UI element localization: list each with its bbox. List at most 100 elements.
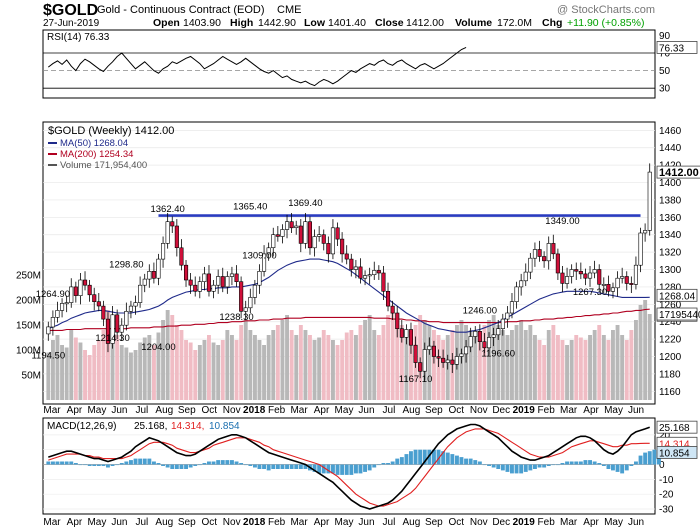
volume-bar <box>326 335 331 400</box>
macd-hist-bar <box>289 464 294 469</box>
macd-hist-bar <box>578 461 583 465</box>
header-date: 27-Jun-2019 <box>43 18 100 29</box>
macd-hist-bar <box>119 463 124 465</box>
volume-bar <box>87 355 92 400</box>
open-label: Open <box>153 17 180 29</box>
rsi-value-tag-box <box>656 41 698 54</box>
macd-tick--30: -30 <box>659 505 674 516</box>
x-tick-Dec: Dec <box>492 517 510 528</box>
volume-bar <box>280 320 285 400</box>
candle-body <box>486 337 492 349</box>
candle-body <box>399 328 404 338</box>
x-tick-Mar: Mar <box>43 405 61 416</box>
volume-bar <box>533 335 537 400</box>
price-tick-1440: 1440 <box>659 143 682 154</box>
candle-body <box>422 349 427 372</box>
candle-body <box>463 346 469 355</box>
rsi-tick-30: 30 <box>659 84 671 95</box>
open-value: 1403.90 <box>183 17 221 29</box>
macd-hist-bar <box>441 451 446 465</box>
volume-bar <box>257 340 262 400</box>
price-tag-1268.04-text: 1268.04 <box>659 291 696 302</box>
volume-value: 172.0M <box>497 17 532 29</box>
macd-hist-bar <box>588 460 592 465</box>
candle-body <box>459 353 464 357</box>
macd-hist-bar <box>165 464 170 468</box>
volume-bar <box>253 335 257 400</box>
volume-bar <box>491 315 496 400</box>
volume-bar <box>335 345 340 400</box>
volume-bar <box>523 330 528 400</box>
x-tick-Mar: Mar <box>290 405 308 416</box>
volume-bar <box>60 345 64 400</box>
macd-hist-bar <box>354 464 358 474</box>
candle-body <box>564 276 570 284</box>
candle-body <box>216 276 221 286</box>
candle-body <box>445 359 450 363</box>
volume-bar <box>340 340 345 400</box>
macd-hist-bar <box>601 464 606 466</box>
candle-body <box>321 234 326 244</box>
macd-hist-bar <box>464 458 468 465</box>
macd-hist-bar <box>422 449 427 465</box>
candle-body <box>294 225 299 229</box>
macd-hist-bar <box>542 464 547 468</box>
x-tick-Feb: Feb <box>268 517 286 528</box>
macd-hist-bar <box>193 464 198 466</box>
candle-body <box>395 312 400 329</box>
macd-hist-bar <box>179 464 184 469</box>
volume-tick-250M: 250M <box>16 271 41 282</box>
macd-hist-bar <box>367 464 372 471</box>
candle-body <box>266 247 271 255</box>
volume-bar <box>207 335 211 400</box>
macd-hist-bar <box>262 464 266 469</box>
macd-hist-bar <box>92 464 97 466</box>
volume-bar <box>101 330 106 400</box>
volume-bar <box>643 300 648 400</box>
candle-body <box>174 225 179 249</box>
candle-body <box>431 345 437 357</box>
volume-bar <box>331 340 335 400</box>
macd-hist-bar <box>83 464 87 466</box>
volume-bar <box>138 342 143 400</box>
volume-bar <box>344 332 349 400</box>
volume-bar <box>184 340 188 400</box>
low-label: Low <box>304 17 326 29</box>
candle-body <box>289 221 294 229</box>
macd-hist-bar <box>321 464 326 474</box>
macd-hist-bar <box>551 464 556 466</box>
candle-body <box>317 234 322 237</box>
macd-hist-bar <box>565 461 569 465</box>
candle-body <box>239 281 244 312</box>
volume-bar <box>606 340 611 400</box>
macd-title-label: MACD(12,26,9) <box>47 421 116 432</box>
close-label: Close <box>375 17 404 29</box>
price-annotation: 1369.40 <box>288 198 322 209</box>
x-tick-Feb: Feb <box>538 405 556 416</box>
macd-hist-bar <box>624 464 629 471</box>
macd-hist-bar <box>170 464 175 469</box>
macd-hist-bar <box>142 458 147 465</box>
x-tick-Mar: Mar <box>560 517 578 528</box>
volume-bar <box>514 325 519 400</box>
macd-hist-bar <box>477 461 482 465</box>
macd-hist-bar <box>491 464 496 468</box>
volume-bar <box>468 330 473 400</box>
candle-body <box>202 273 207 282</box>
candle-body <box>165 221 170 244</box>
macd-hist-bar <box>234 461 239 465</box>
candle-body <box>610 287 616 292</box>
volume-bar <box>298 325 303 400</box>
candle-body <box>620 276 625 279</box>
symbol-title: $GOLD <box>43 2 98 19</box>
candle-body <box>624 276 629 284</box>
candle-body <box>408 329 414 346</box>
volume-bar <box>124 347 129 400</box>
volume-bar <box>51 340 55 400</box>
x-tick-Nov: Nov <box>223 405 241 416</box>
volume-bar <box>64 347 69 400</box>
macd-hist-bar <box>133 458 138 465</box>
macd-hist-bar <box>115 464 120 466</box>
macd-hist-bar <box>500 464 505 471</box>
macd-hist-bar <box>110 464 115 466</box>
